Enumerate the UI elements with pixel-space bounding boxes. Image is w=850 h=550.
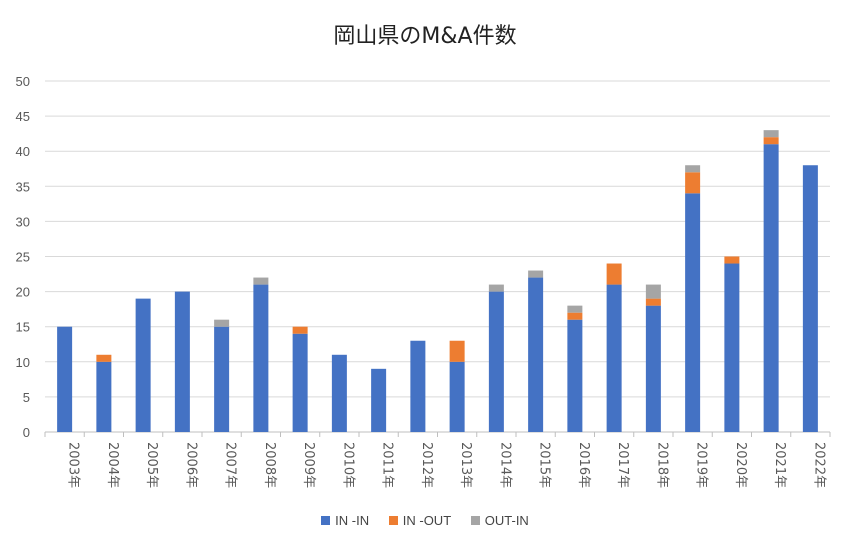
- x-tick-label: 2021年: [772, 442, 787, 488]
- y-tick-label: 25: [16, 250, 30, 265]
- bar-in-in: [410, 340, 426, 432]
- bar-out-in: [567, 305, 583, 313]
- x-tick-label: 2005年: [144, 442, 159, 488]
- bar-in-out: [449, 340, 465, 362]
- y-tick-label: 30: [16, 214, 30, 229]
- x-tick-label: 2010年: [340, 442, 355, 488]
- bar-in-in: [724, 263, 740, 432]
- y-tick-label: 10: [16, 355, 30, 370]
- bar-out-in: [685, 165, 701, 173]
- legend-label-in-out: IN -OUT: [402, 513, 452, 529]
- chart-title: 岡山県のM&A件数: [333, 24, 517, 49]
- y-tick-label: 40: [16, 144, 30, 159]
- legend-item-in-out: IN -OUT: [388, 512, 452, 529]
- bar-in-in: [449, 361, 465, 432]
- y-tick-label: 20: [16, 285, 30, 300]
- x-tick-label: 2007年: [223, 442, 238, 488]
- x-tick-label: 2006年: [183, 442, 198, 488]
- bar-out-in: [214, 319, 230, 327]
- y-tick-label: 45: [16, 109, 30, 124]
- x-tick-label: 2012年: [419, 442, 434, 488]
- bar-in-in: [685, 193, 701, 432]
- x-tick-label: 2004年: [105, 442, 120, 488]
- bar-in-in: [763, 144, 779, 432]
- bar-out-in: [253, 277, 269, 285]
- bar-in-in: [567, 319, 583, 432]
- legend: IN -IN IN -OUT OUT-IN: [0, 512, 850, 528]
- bar-in-out: [292, 326, 308, 334]
- bar-out-in: [528, 270, 544, 278]
- bar-in-in: [253, 284, 269, 432]
- y-tick-label: 0: [23, 425, 30, 440]
- bar-in-out: [96, 354, 112, 362]
- bar-in-in: [528, 277, 544, 432]
- bar-in-in: [488, 291, 504, 432]
- bar-in-out: [567, 312, 583, 320]
- bar-in-out: [763, 137, 779, 145]
- x-tick-label: 2009年: [301, 442, 316, 488]
- x-tick-label: 2018年: [654, 442, 669, 488]
- bar-in-in: [174, 291, 190, 432]
- x-tick-label: 2015年: [537, 442, 552, 488]
- bar-in-in: [606, 284, 622, 432]
- x-tick-label: 2003年: [66, 442, 81, 488]
- bar-in-in: [292, 333, 308, 432]
- x-tick-label: 2016年: [576, 442, 591, 488]
- bar-in-in: [802, 165, 818, 433]
- bar-in-out: [606, 263, 622, 285]
- y-tick-label: 15: [16, 320, 30, 335]
- bar-out-in: [763, 130, 779, 138]
- bar-in-in: [214, 326, 230, 432]
- bar-in-out: [685, 172, 701, 194]
- x-tick-label: 2020年: [733, 442, 748, 488]
- y-tick-label: 5: [23, 390, 30, 405]
- y-tick-label: 35: [16, 179, 30, 194]
- x-tick-label: 2019年: [694, 442, 709, 488]
- bar-out-in: [645, 284, 661, 299]
- x-tick-label: 2008年: [262, 442, 277, 488]
- bar-in-in: [331, 354, 347, 432]
- legend-swatch-in-in: [321, 516, 331, 526]
- bar-in-in: [96, 361, 112, 432]
- bar-out-in: [488, 284, 504, 292]
- bar-in-in: [57, 326, 73, 432]
- bar-in-out: [724, 256, 740, 264]
- legend-item-in-in: IN -IN: [321, 512, 369, 528]
- x-tick-label: 2022年: [811, 442, 826, 488]
- x-tick-label: 2014年: [497, 442, 512, 488]
- y-tick-label: 50: [16, 74, 30, 89]
- legend-label-out-in: OUT-IN: [484, 513, 529, 529]
- legend-label-in-in: IN -IN: [335, 513, 370, 529]
- x-tick-label: 2011年: [380, 442, 395, 488]
- bar-in-out: [645, 298, 661, 306]
- bar-in-in: [135, 298, 151, 432]
- legend-swatch-out-in: [470, 516, 480, 526]
- x-tick-label: 2013年: [458, 442, 473, 488]
- legend-swatch-in-out: [388, 516, 398, 526]
- bar-in-in: [645, 305, 661, 432]
- x-tick-label: 2017年: [615, 442, 630, 488]
- bar-in-in: [371, 368, 387, 432]
- legend-item-out-in: OUT-IN: [470, 512, 529, 529]
